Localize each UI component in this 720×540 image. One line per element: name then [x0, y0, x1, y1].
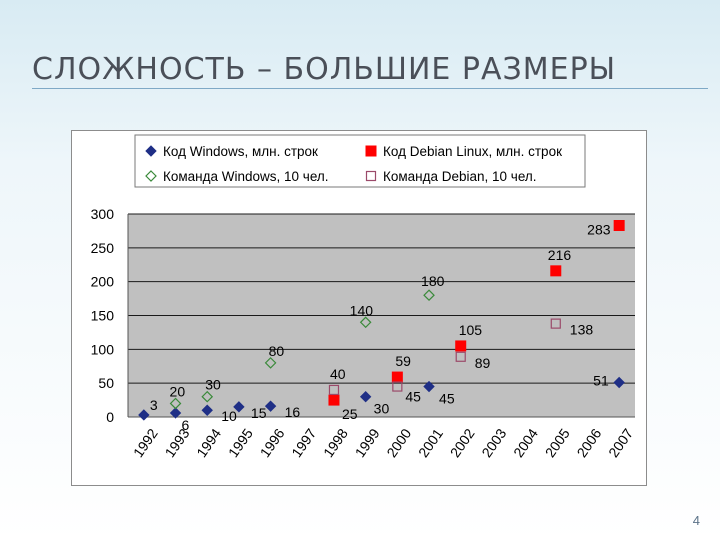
- y-axis: 0 50 100 150 200 250 300: [91, 206, 635, 425]
- data-label: 59: [395, 353, 411, 369]
- data-point: [138, 409, 150, 421]
- data-label: 20: [170, 383, 186, 399]
- data-point: [264, 400, 277, 412]
- data-point: [169, 407, 182, 419]
- data-point: [455, 351, 466, 362]
- y-tick-label: 300: [91, 206, 115, 222]
- slide-number: 4: [692, 513, 700, 528]
- data-label: 6: [182, 417, 190, 433]
- y-tick-label: 50: [98, 375, 114, 391]
- data-marks: 3 6 10 15 16 30 45 51 25 59 105 216 283 20 30 80 140 180 4…: [138, 220, 625, 433]
- legend-box: [134, 134, 586, 188]
- y-tick-label: 200: [91, 274, 115, 290]
- y-tick-label: 150: [91, 308, 115, 324]
- data-label: 30: [205, 377, 221, 393]
- series-4: 40 45 89 138: [328, 318, 594, 405]
- data-label: 105: [459, 322, 483, 338]
- data-point: [359, 316, 372, 329]
- data-label: 45: [405, 389, 421, 405]
- data-label: 16: [285, 404, 301, 420]
- data-point: [423, 289, 435, 302]
- data-label: 45: [439, 391, 455, 407]
- y-tick-label: 100: [91, 341, 115, 357]
- data-point: [328, 394, 340, 406]
- y-tick-label: 0: [106, 409, 114, 425]
- data-point: [264, 357, 277, 369]
- data-point: [392, 381, 403, 392]
- data-point: [201, 390, 214, 403]
- data-label: 40: [330, 366, 346, 382]
- data-label: 140: [350, 302, 374, 318]
- y-tick-label: 250: [91, 240, 115, 256]
- data-label: 10: [221, 408, 237, 424]
- legend-marker: [365, 170, 377, 182]
- data-point: [169, 397, 182, 410]
- series-1: 3 6 10 15 16 30 45 51: [138, 372, 625, 433]
- data-label: 3: [150, 397, 158, 413]
- data-label: 30: [374, 401, 390, 417]
- data-point: [550, 318, 561, 329]
- data-label: 216: [548, 247, 572, 263]
- chart: Код Windows, млн. строк Код Debian Linux,…: [71, 130, 647, 486]
- legend-label: Команда Windows, 10 чел.: [163, 169, 329, 184]
- data-point: [233, 401, 245, 413]
- data-label: 89: [475, 355, 491, 371]
- data-point: [455, 340, 467, 352]
- data-point: [328, 384, 340, 396]
- legend: Код Windows, млн. строк Код Debian Linux,…: [134, 134, 586, 188]
- legend-label: Код Windows, млн. строк: [163, 144, 318, 159]
- data-point: [201, 404, 213, 416]
- data-point: [613, 376, 625, 389]
- data-point: [391, 371, 403, 383]
- data-point: [613, 220, 625, 232]
- legend-label: Команда Debian, 10 чел.: [383, 169, 537, 184]
- data-label: 283: [587, 222, 611, 238]
- data-point: [359, 390, 372, 403]
- legend-marker: [145, 170, 157, 182]
- legend-marker: [365, 145, 377, 157]
- data-label: 180: [421, 273, 445, 289]
- data-point: [550, 265, 562, 277]
- slide-title: СЛОЖНОСТЬ – БОЛЬШИЕ РАЗМЕРЫ: [32, 54, 708, 89]
- data-label: 15: [251, 405, 267, 421]
- legend-marker: [145, 145, 157, 157]
- data-label: 138: [570, 322, 594, 338]
- series-3: 20 30 80 140 180: [169, 273, 445, 410]
- data-label: 25: [342, 406, 358, 422]
- data-label: 80: [269, 343, 285, 359]
- data-label: 51: [593, 372, 609, 388]
- data-point: [423, 380, 435, 393]
- series-2: 25 59 105 216 283: [328, 220, 625, 422]
- legend-label: Код Debian Linux, млн. строк: [383, 144, 562, 159]
